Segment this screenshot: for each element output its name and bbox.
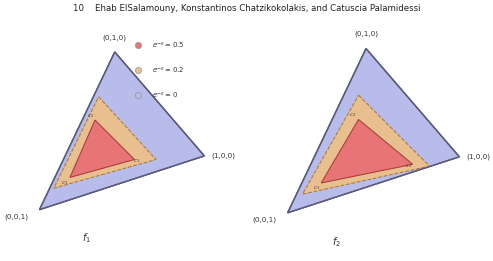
Polygon shape [39, 52, 205, 210]
Text: $e^{-\epsilon} = 0.2$: $e^{-\epsilon} = 0.2$ [152, 65, 184, 75]
Text: $c_1$: $c_1$ [405, 162, 412, 170]
Text: $f_1$: $f_1$ [81, 231, 91, 245]
Text: $f_2$: $f_2$ [332, 235, 341, 249]
Polygon shape [303, 95, 429, 194]
Text: $e^{-\epsilon} = 0$: $e^{-\epsilon} = 0$ [152, 90, 178, 100]
Polygon shape [54, 97, 156, 188]
Text: $c_1$: $c_1$ [133, 157, 140, 165]
Text: (1,0,0): (1,0,0) [211, 153, 236, 159]
Text: $c_3$: $c_3$ [61, 179, 68, 187]
Polygon shape [321, 120, 413, 183]
Text: (1,0,0): (1,0,0) [467, 153, 491, 160]
Text: 10    Ehab ElSalamouny, Konstantinos Chatzikokolakis, and Catuscia Palamidessi: 10 Ehab ElSalamouny, Konstantinos Chatzi… [73, 4, 420, 13]
Text: $c_2$: $c_2$ [349, 111, 356, 120]
Text: $c_3$: $c_3$ [313, 184, 320, 192]
Text: (0,0,1): (0,0,1) [5, 213, 29, 220]
Text: (0,1,0): (0,1,0) [103, 35, 127, 41]
Polygon shape [70, 120, 135, 177]
Text: (0,1,0): (0,1,0) [354, 31, 378, 37]
Text: $c_2$: $c_2$ [87, 112, 94, 120]
Text: $e^{-\epsilon} = 0.5$: $e^{-\epsilon} = 0.5$ [152, 40, 185, 50]
Text: (0,0,1): (0,0,1) [252, 217, 277, 223]
Polygon shape [287, 49, 459, 213]
